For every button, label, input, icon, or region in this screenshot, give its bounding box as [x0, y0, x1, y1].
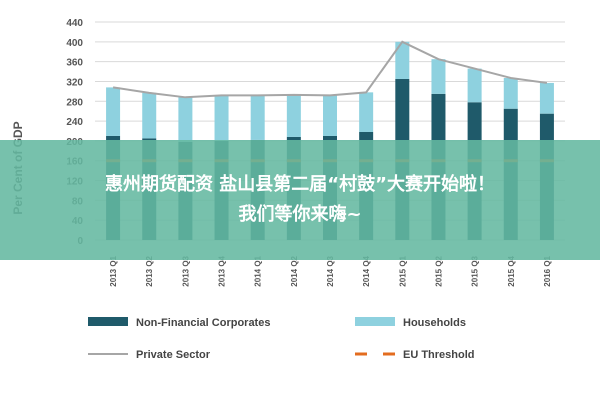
bar-households: [467, 68, 482, 103]
y-tick-label: 240: [66, 117, 83, 128]
x-tick-label: 2015 Q4: [507, 255, 516, 286]
x-tick-label: 2014 Q3: [326, 255, 335, 286]
y-tick-label: 280: [66, 97, 83, 108]
bar-households: [503, 77, 518, 109]
legend-households-swatch: [355, 317, 395, 326]
line-private-sector: [112, 40, 548, 99]
legend-non-financial-corporates-swatch: [88, 317, 128, 326]
bar-households: [178, 97, 193, 142]
x-tick-label: 2014 Q1: [254, 255, 263, 286]
x-tick-label: 2013 Q4: [218, 255, 227, 286]
legend-households-label: Households: [403, 317, 466, 329]
bar-households: [431, 59, 446, 94]
bar-households: [142, 92, 157, 139]
x-tick-label: 2016 Q1: [543, 255, 552, 286]
bar-households: [106, 87, 121, 136]
bar-households: [359, 92, 374, 132]
legend-private-sector-label: Private Sector: [136, 349, 211, 361]
x-tick-label: 2013 Q2: [145, 255, 154, 286]
bar-households: [395, 41, 410, 79]
bar-households: [323, 95, 337, 136]
x-axis-ticks: 2013 Q1 2013 Q2 2013 Q3 2013 Q4 2014 Q1 2014 …: [109, 255, 552, 286]
legend-eu-threshold-label: EU Threshold: [403, 349, 475, 361]
ad-overlay-banner[interactable]: 惠州期货配资 盐山县第二届“村鼓”大赛开始啦！ 我们等你来嗨~: [0, 140, 600, 260]
x-tick-label: 2015 Q2: [434, 255, 443, 286]
x-tick-label: 2014 Q4: [362, 255, 371, 286]
x-tick-label: 2015 Q3: [471, 255, 480, 286]
x-tick-label: 2014 Q2: [290, 255, 299, 286]
y-tick-label: 400: [66, 38, 83, 49]
y-tick-label: 440: [66, 18, 83, 29]
banner-line-2: 我们等你来嗨~: [238, 204, 362, 225]
x-tick-label: 2013 Q1: [109, 255, 118, 286]
y-tick-label: 320: [66, 77, 83, 88]
legend: Non-Financial Corporates Households Privat…: [88, 317, 475, 361]
bar-households: [214, 95, 229, 141]
bar-households: [286, 94, 301, 137]
legend-non-financial-corporates-label: Non-Financial Corporates: [136, 317, 270, 329]
y-tick-label: 360: [66, 58, 83, 69]
x-tick-label: 2015 Q1: [398, 255, 407, 286]
banner-line-1: 惠州期货配资 盐山县第二届“村鼓”大赛开始啦！: [105, 174, 495, 195]
x-tick-label: 2013 Q3: [181, 255, 190, 286]
bar-households: [250, 95, 265, 140]
bar-households: [539, 82, 554, 114]
